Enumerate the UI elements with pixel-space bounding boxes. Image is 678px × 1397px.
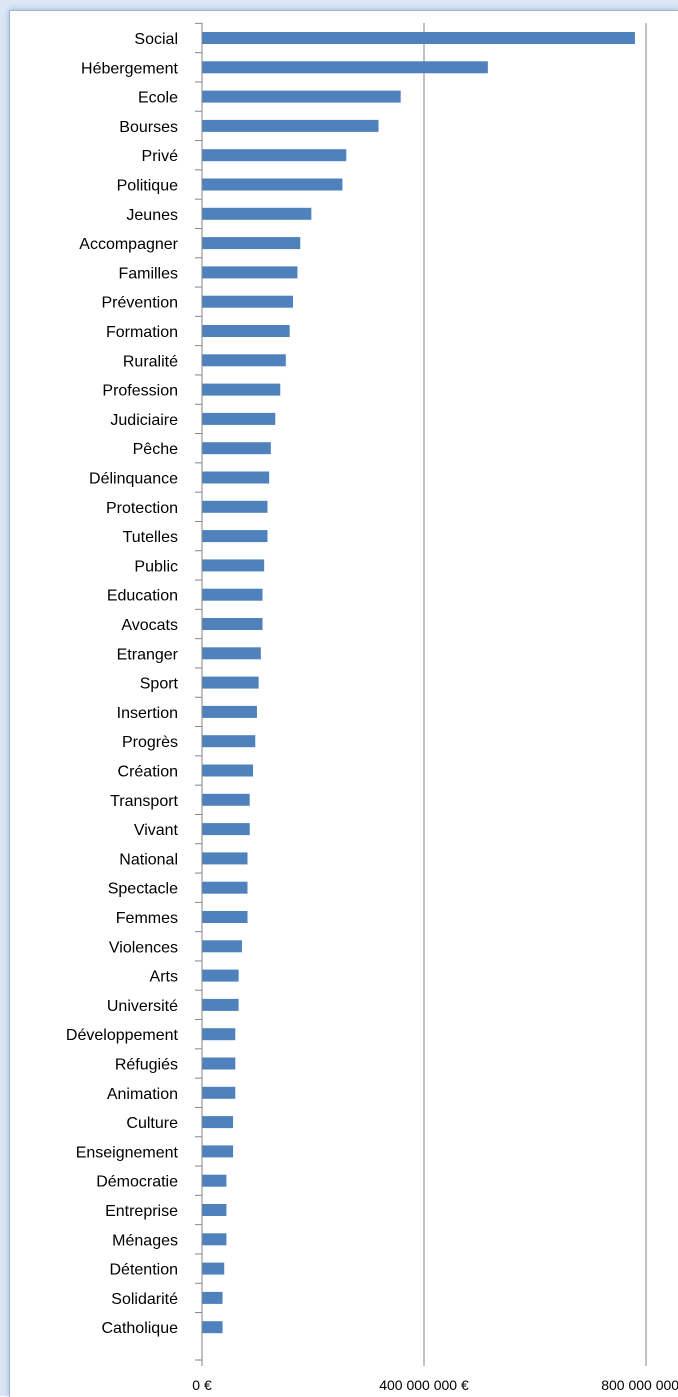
bar	[202, 1057, 236, 1070]
bar	[202, 149, 347, 162]
category-label: Etranger	[117, 646, 179, 663]
category-label: Entreprise	[105, 1203, 178, 1220]
category-label: Enseignement	[76, 1144, 179, 1161]
category-label: Bourses	[119, 119, 178, 136]
bar	[202, 911, 248, 923]
category-label: Ménages	[112, 1232, 178, 1249]
category-label: Familles	[118, 265, 178, 282]
bar	[202, 471, 270, 484]
bar	[202, 1028, 236, 1041]
category-label: Solidarité	[111, 1291, 178, 1308]
category-label: Spectacle	[108, 881, 178, 898]
bar	[202, 618, 263, 630]
bar	[202, 852, 248, 865]
bar	[202, 823, 250, 836]
category-label: National	[119, 851, 178, 868]
category-label: Education	[107, 588, 178, 605]
category-label: Jeunes	[126, 207, 178, 224]
category-label: Accompagner	[79, 236, 178, 253]
category-label: Réfugiés	[115, 1057, 178, 1074]
bar	[202, 1174, 227, 1187]
category-label: Détention	[110, 1262, 179, 1279]
x-tick-label: 0 €	[192, 1377, 212, 1393]
category-label: Pêche	[133, 441, 178, 458]
bar	[202, 1086, 236, 1099]
bar	[202, 793, 250, 806]
bar	[202, 295, 294, 308]
bar	[202, 178, 343, 191]
category-label: Transport	[110, 793, 178, 810]
bar	[202, 61, 488, 74]
x-tick-label: 800 000 000 €	[601, 1377, 678, 1393]
category-label: Arts	[150, 969, 178, 986]
category-label: Public	[134, 558, 178, 575]
bar	[202, 881, 248, 894]
bar	[202, 500, 268, 513]
bar	[202, 32, 635, 44]
category-label: Vivant	[134, 822, 179, 839]
category-label: Avocats	[121, 617, 178, 634]
bar	[202, 383, 281, 396]
bar	[202, 940, 242, 953]
bar	[202, 442, 271, 455]
category-label: Formation	[106, 324, 178, 341]
category-label: Catholique	[102, 1320, 179, 1337]
category-label: Violences	[109, 939, 178, 956]
bar	[202, 588, 263, 601]
bar	[202, 735, 256, 748]
category-label: Social	[134, 31, 178, 48]
category-label: Délinquance	[89, 471, 178, 488]
bar	[202, 559, 265, 572]
bar	[202, 325, 290, 337]
x-tick-label: 400 000 000 €	[379, 1377, 469, 1393]
category-label: Femmes	[116, 910, 178, 927]
category-label: Prévention	[102, 295, 179, 312]
category-label: Développement	[66, 1027, 179, 1044]
category-label: Tutelles	[123, 529, 178, 546]
bar	[202, 90, 401, 103]
bar	[202, 266, 298, 279]
bar	[202, 1145, 234, 1158]
bar	[202, 998, 239, 1011]
bar	[202, 207, 312, 220]
bar	[202, 1116, 234, 1129]
bar	[202, 354, 286, 367]
category-label: Profession	[102, 383, 178, 400]
bar	[202, 969, 239, 982]
bar	[202, 1204, 227, 1216]
bar	[202, 676, 259, 689]
bar	[202, 119, 379, 132]
category-label: Culture	[126, 1115, 178, 1132]
category-label: Hébergement	[81, 60, 179, 77]
category-label: Animation	[107, 1086, 178, 1103]
category-label: Création	[118, 764, 178, 781]
category-label: Sport	[140, 676, 179, 693]
bar	[202, 1291, 223, 1304]
category-label: Insertion	[117, 705, 178, 722]
category-label: Judiciaire	[110, 412, 178, 429]
bar	[202, 412, 276, 425]
category-label: Protection	[106, 500, 178, 517]
bar	[202, 530, 268, 543]
bar	[202, 705, 257, 718]
bar	[202, 237, 301, 250]
category-label: Université	[107, 998, 178, 1015]
bar	[202, 764, 254, 777]
category-label: Privé	[142, 148, 179, 165]
category-label: Ecole	[138, 90, 178, 107]
bar	[202, 1233, 227, 1246]
bar	[202, 1262, 225, 1275]
category-label: Ruralité	[123, 353, 178, 370]
chart-area	[9, 10, 678, 1397]
category-label: Démocratie	[96, 1174, 178, 1191]
category-label: Politique	[117, 178, 178, 195]
bar	[202, 647, 261, 660]
bar	[202, 1321, 223, 1334]
category-label: Progrès	[122, 734, 178, 751]
